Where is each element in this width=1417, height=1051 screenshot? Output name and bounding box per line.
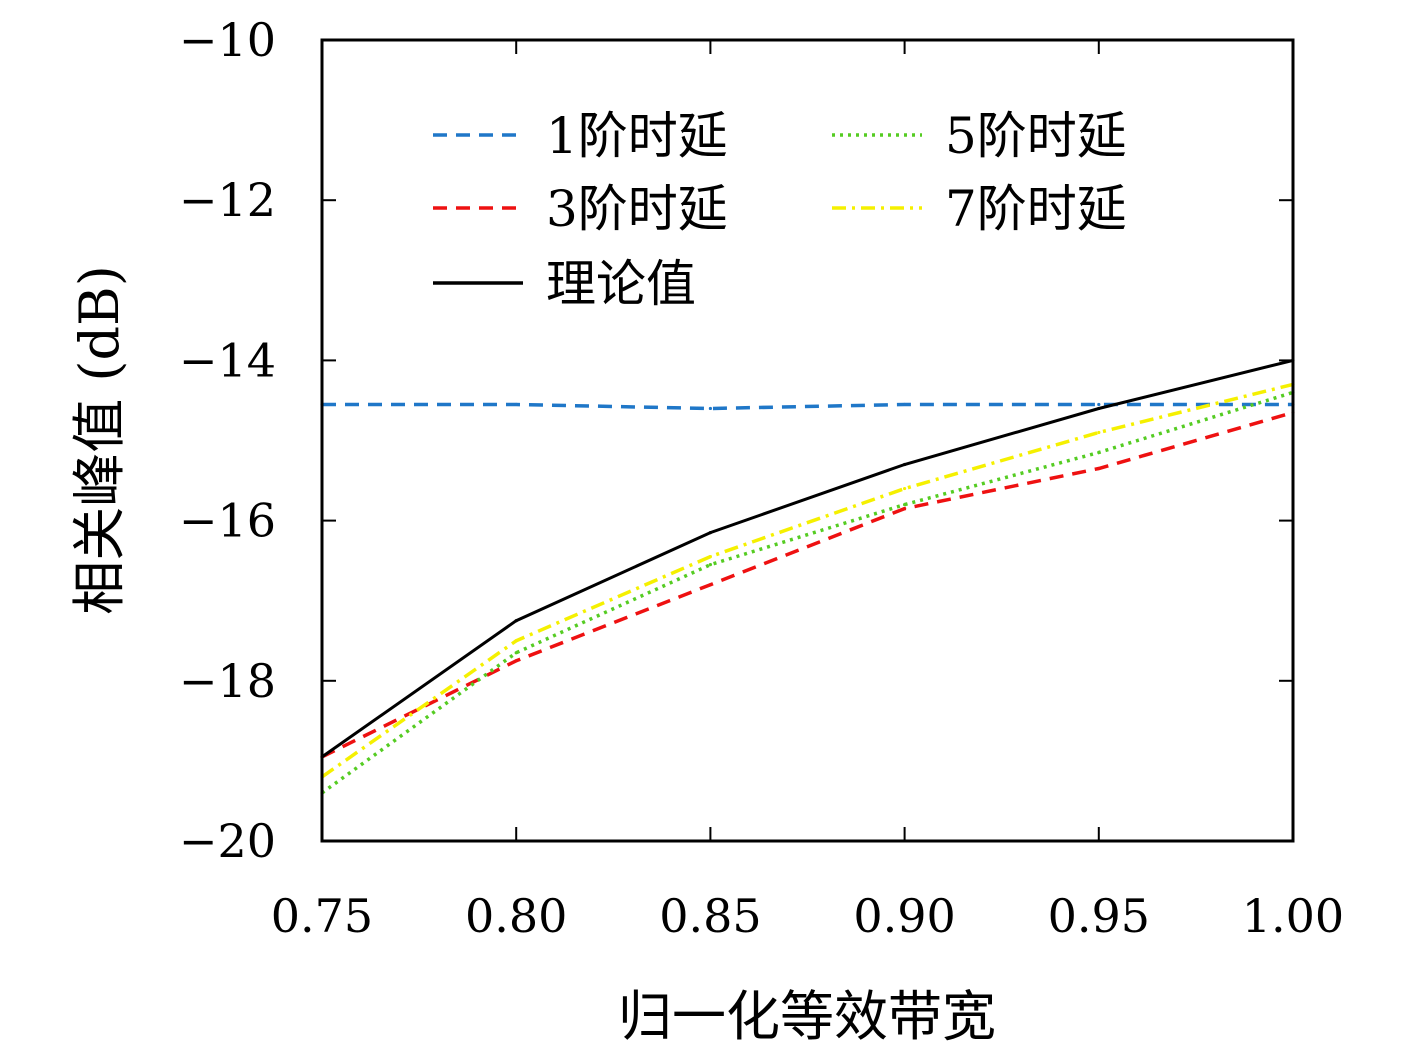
series-point-1 (708, 583, 713, 587)
x-tick-label: 0.90 (853, 889, 955, 943)
series-line-3 (320, 390, 1294, 795)
y-tick-label: −18 (179, 654, 276, 708)
x-tick-label: 0.95 (1048, 889, 1150, 943)
x-tick-label: 0.85 (659, 889, 761, 943)
x-tick-label: 1.00 (1242, 889, 1344, 943)
series-point-2 (514, 619, 518, 623)
series-line-1 (321, 410, 1294, 759)
y-tick-label: −16 (179, 494, 276, 548)
series-point-1 (1097, 466, 1101, 471)
series-point-3 (1097, 450, 1101, 455)
x-axis-title: 归一化等效带宽 (618, 985, 996, 1048)
series-point-1 (514, 659, 518, 663)
legend-label: 3阶时延 (546, 180, 728, 238)
legend-label: 7阶时延 (945, 180, 1127, 238)
series-point-3 (903, 502, 907, 507)
ticks-layer: 0.75 0.80 0.85 0.90 0.95 1.00 −20 −18 −16 −14 −12 −… (179, 13, 1344, 943)
plot-frame (320, 38, 1295, 843)
series-layer (320, 358, 1295, 795)
series-point-4 (903, 486, 907, 491)
series-point-0 (514, 402, 518, 407)
legend-label: 1阶时延 (546, 107, 728, 165)
series-point-1 (903, 506, 907, 511)
y-tick-label: −20 (179, 814, 276, 868)
series-point-2 (903, 462, 907, 467)
y-tick-label: −12 (179, 173, 276, 227)
y-tick-label: −10 (179, 13, 276, 67)
series-point-4 (708, 555, 713, 559)
series-point-3 (708, 563, 713, 567)
legend-label: 理论值 (546, 255, 696, 313)
series-line-0 (322, 402, 1293, 411)
series-line-2 (321, 358, 1294, 759)
series-point-0 (903, 402, 907, 407)
series-line-4 (320, 382, 1294, 779)
series-point-2 (708, 531, 713, 535)
series-point-4 (1097, 430, 1101, 435)
series-point-4 (514, 639, 518, 643)
series-point-3 (514, 651, 518, 655)
x-tick-label: 0.75 (271, 889, 373, 943)
legend-label: 5阶时延 (945, 107, 1127, 165)
series-point-0 (1097, 402, 1101, 407)
series-point-2 (1097, 406, 1101, 411)
series-point-0 (708, 406, 713, 411)
y-tick-label: −14 (179, 333, 276, 387)
y-axis-title: 相关峰值 (dB) (68, 265, 131, 615)
x-tick-label: 0.80 (465, 889, 567, 943)
